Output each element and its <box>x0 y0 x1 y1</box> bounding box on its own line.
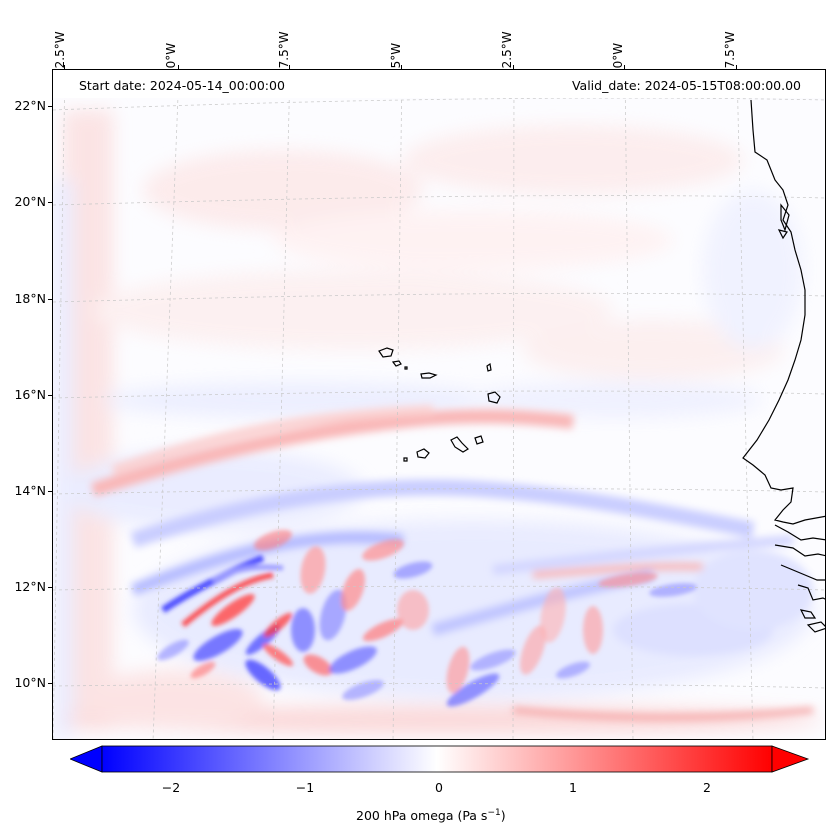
colorbar-label: 200 hPa omega (Pa s−1) <box>356 808 506 823</box>
colorbar-tick-2: 2 <box>703 780 711 795</box>
lon-tick <box>624 65 625 69</box>
omega-field <box>53 70 825 739</box>
lat-tick <box>48 202 52 203</box>
map-panel: Start date: 2024-05-14_00:00:00 Valid_da… <box>52 69 826 740</box>
lat-label-20n: 20°N <box>14 194 46 209</box>
lon-tick <box>64 65 65 69</box>
colorbar-label-sup: −1 <box>487 808 501 818</box>
convective-band <box>90 405 814 721</box>
lat-label-16n: 16°N <box>14 387 46 402</box>
lat-tick <box>48 491 52 492</box>
lat-tick <box>48 587 52 588</box>
lat-tick <box>48 395 52 396</box>
lat-label-10n: 10°N <box>14 675 46 690</box>
start-date-label: Start date: 2024-05-14_00:00:00 <box>79 78 285 93</box>
lat-label-14n: 14°N <box>14 483 46 498</box>
lon-tick <box>401 65 402 69</box>
coastline <box>742 99 825 633</box>
lat-tick <box>48 106 52 107</box>
lat-tick <box>48 299 52 300</box>
lat-tick <box>48 683 52 684</box>
colorbar-tick-1: 1 <box>569 780 577 795</box>
graticule <box>53 70 825 739</box>
header-band: Start date: 2024-05-14_00:00:00 Valid_da… <box>53 70 825 98</box>
colorbar <box>70 745 810 773</box>
lat-label-18n: 18°N <box>14 291 46 306</box>
valid-date-label: Valid_date: 2024-05-15T08:00:00.00 <box>571 78 801 93</box>
lon-tick <box>513 65 514 69</box>
cape-verde-islands <box>378 347 501 462</box>
colorbar-tick-0: 0 <box>435 780 443 795</box>
colorbar-tick-neg2: −2 <box>161 780 181 795</box>
intense-cells <box>157 529 697 707</box>
colorbar-label-main: 200 hPa omega (Pa s <box>356 808 488 824</box>
lon-tick <box>736 65 737 69</box>
colorbar-tick-neg1: −1 <box>295 780 315 795</box>
colorbar-label-end: ) <box>500 808 506 824</box>
lon-tick <box>289 65 290 69</box>
lat-label-12n: 12°N <box>14 579 46 594</box>
lon-tick <box>178 65 179 69</box>
lat-label-22n: 22°N <box>14 98 46 113</box>
